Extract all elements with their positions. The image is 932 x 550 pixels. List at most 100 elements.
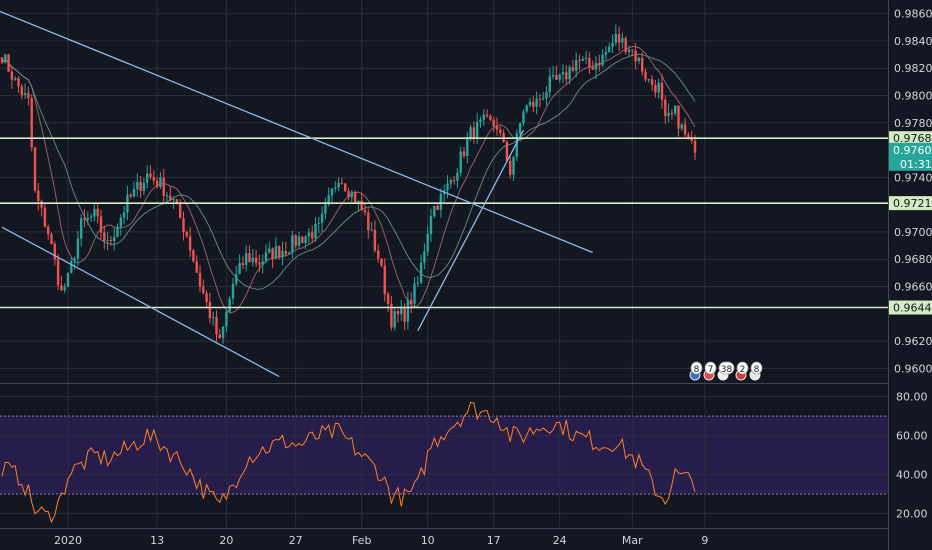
candle-body <box>429 216 433 235</box>
candle-body <box>30 98 33 148</box>
trendline[interactable] <box>1 226 280 378</box>
candle-body <box>367 212 370 231</box>
candle <box>63 283 66 294</box>
price-levels[interactable] <box>0 137 888 309</box>
candle-body <box>4 54 7 63</box>
price-level-tag-label: 0.97211 <box>893 197 932 210</box>
candle <box>139 176 142 198</box>
candle <box>660 74 664 109</box>
candle-body <box>644 71 647 80</box>
candle-body <box>37 190 40 202</box>
candle-body <box>561 72 565 75</box>
oscillator-line[interactable] <box>1 401 696 524</box>
candle <box>274 237 278 260</box>
price-axis-tick-label: 0.96000 <box>894 362 932 375</box>
candle-body <box>268 248 271 253</box>
candle-body <box>363 210 367 213</box>
candle-body <box>83 218 86 220</box>
candle-body <box>624 38 627 53</box>
candle-body <box>60 285 63 291</box>
candle <box>311 225 314 244</box>
candle-body <box>142 182 146 191</box>
candle <box>608 42 611 53</box>
candle <box>301 236 304 244</box>
candle <box>73 256 76 270</box>
candle <box>89 213 93 222</box>
time-axis-tick-label: 9 <box>701 534 708 547</box>
trendlines[interactable] <box>0 0 593 378</box>
candle <box>617 26 621 52</box>
candle <box>294 234 297 249</box>
candle-body <box>320 213 324 223</box>
candlestick-series[interactable] <box>0 24 697 344</box>
candle <box>631 49 634 57</box>
candle <box>611 34 614 53</box>
event-count-label: 38 <box>721 365 733 375</box>
candle <box>515 129 518 162</box>
candle <box>393 306 396 331</box>
candle-body <box>660 82 664 100</box>
candle <box>324 197 327 220</box>
candle <box>627 45 631 57</box>
candle <box>436 204 439 211</box>
candle-body <box>0 57 4 63</box>
candle <box>198 264 202 293</box>
candle-body <box>93 208 96 217</box>
trendline[interactable] <box>417 129 524 332</box>
candle <box>683 118 687 137</box>
candle <box>578 54 581 70</box>
event-badge[interactable]: 2 <box>735 361 749 381</box>
event-count-bubble <box>736 361 749 375</box>
candle <box>14 76 17 82</box>
candle-body <box>479 119 482 122</box>
candle-body <box>287 252 291 254</box>
candle <box>235 266 238 286</box>
candle <box>624 36 627 55</box>
event-badges[interactable]: 8 7 38 2 8 <box>689 361 763 381</box>
candle <box>116 223 119 238</box>
candle-body <box>80 218 83 239</box>
candle-body <box>307 232 311 237</box>
candle <box>149 165 152 180</box>
trendline[interactable] <box>0 0 593 254</box>
candle-body <box>301 236 304 243</box>
candle-body <box>690 138 693 141</box>
price-level-tag: 0.96446 <box>889 300 932 315</box>
candle <box>109 235 113 246</box>
candle-body <box>119 217 122 228</box>
candle-body <box>254 257 258 264</box>
candle-body <box>522 111 525 124</box>
candle <box>10 65 14 89</box>
candle-body <box>344 183 347 192</box>
event-badge[interactable]: 8 <box>689 361 703 381</box>
candle-body <box>466 138 469 157</box>
candle <box>419 254 423 285</box>
event-badge[interactable]: 7 <box>703 361 717 381</box>
event-badge[interactable]: 38 <box>717 361 735 381</box>
candle-body <box>129 194 132 197</box>
candle-body <box>571 67 575 71</box>
candle <box>129 192 132 199</box>
time-axis-tick-label: 13 <box>150 534 164 547</box>
candle-body <box>235 273 238 284</box>
candle-body <box>185 231 188 237</box>
candle-body <box>162 177 165 196</box>
candle-body <box>291 235 294 253</box>
oscillator-series[interactable] <box>1 401 696 524</box>
event-badge[interactable]: 8 <box>749 361 763 381</box>
candle <box>169 186 172 202</box>
candle <box>192 248 195 263</box>
candle <box>492 116 495 133</box>
candle <box>212 311 215 326</box>
candle-body <box>10 71 14 80</box>
candle <box>390 295 393 331</box>
candle <box>132 181 136 198</box>
candle-body <box>202 286 205 294</box>
candle <box>264 244 268 264</box>
